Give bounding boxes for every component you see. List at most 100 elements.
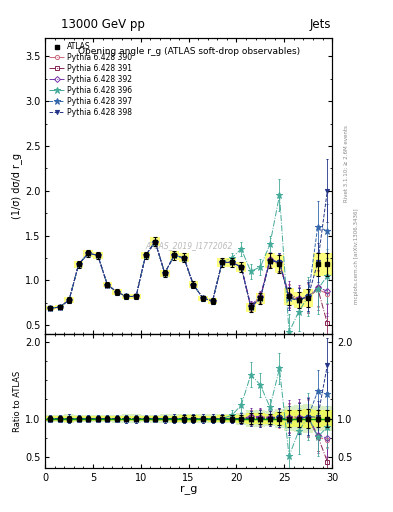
Bar (112, 415, 122, 422)
Bar (55, 415, 64, 422)
Bar (151, 415, 160, 422)
Bar (265, 414, 275, 423)
Bar (179, 416, 189, 422)
Bar (189, 281, 198, 288)
Bar (275, 412, 284, 425)
Bar (294, 292, 303, 308)
Bar (323, 252, 332, 276)
Bar (83, 415, 93, 422)
Bar (160, 416, 169, 421)
Bar (237, 413, 246, 424)
Bar (227, 414, 237, 423)
Y-axis label: (1/σ) dσ/d r_g: (1/σ) dσ/d r_g (11, 153, 22, 219)
Bar (208, 298, 217, 304)
Legend: ATLAS, Pythia 6.428 390, Pythia 6.428 391, Pythia 6.428 392, Pythia 6.428 396, P: ATLAS, Pythia 6.428 390, Pythia 6.428 39… (48, 40, 134, 118)
Bar (141, 252, 151, 259)
Bar (131, 294, 141, 299)
Bar (208, 416, 217, 421)
Bar (131, 416, 141, 421)
Bar (198, 416, 208, 421)
Bar (83, 250, 93, 257)
Bar (313, 406, 323, 431)
Bar (275, 409, 284, 429)
Bar (141, 415, 151, 422)
Bar (255, 293, 265, 304)
Bar (131, 414, 141, 423)
Y-axis label: Ratio to ATLAS: Ratio to ATLAS (13, 371, 22, 432)
Text: 13000 GeV pp: 13000 GeV pp (61, 18, 145, 31)
Bar (179, 253, 189, 263)
Bar (275, 255, 284, 273)
Bar (198, 414, 208, 423)
Bar (160, 270, 169, 277)
Bar (55, 305, 64, 309)
Text: Jets: Jets (309, 18, 331, 31)
Bar (93, 415, 103, 422)
Bar (265, 411, 275, 426)
Bar (151, 416, 160, 421)
Bar (246, 410, 255, 427)
Bar (64, 416, 74, 421)
Bar (93, 252, 103, 259)
Bar (103, 282, 112, 288)
Bar (246, 413, 255, 424)
Bar (64, 297, 74, 303)
Bar (255, 410, 265, 427)
Bar (303, 409, 313, 428)
Bar (74, 416, 83, 421)
Bar (227, 415, 237, 422)
Bar (103, 416, 112, 421)
Bar (313, 410, 323, 427)
Bar (198, 295, 208, 301)
Bar (103, 415, 112, 422)
Bar (74, 415, 83, 422)
Bar (237, 415, 246, 422)
Text: mcplots.cern.ch [arXiv:1306.3436]: mcplots.cern.ch [arXiv:1306.3436] (354, 208, 359, 304)
Bar (217, 415, 227, 422)
Bar (112, 289, 122, 295)
Text: Rivet 3.1.10; ≥ 2.6M events: Rivet 3.1.10; ≥ 2.6M events (344, 125, 349, 202)
Bar (122, 294, 131, 299)
Bar (208, 414, 217, 423)
Bar (45, 415, 55, 422)
Bar (255, 413, 265, 424)
Bar (237, 262, 246, 272)
Bar (284, 288, 294, 305)
Bar (64, 414, 74, 423)
Bar (179, 414, 189, 423)
Bar (189, 414, 198, 423)
Bar (217, 414, 227, 423)
X-axis label: r_g: r_g (180, 485, 197, 495)
Bar (151, 238, 160, 246)
Text: Opening angle r_g (ATLAS soft-drop observables): Opening angle r_g (ATLAS soft-drop obser… (77, 47, 300, 56)
Bar (45, 306, 55, 310)
Bar (83, 416, 93, 421)
Bar (93, 416, 103, 421)
Bar (122, 416, 131, 421)
Bar (141, 416, 151, 421)
Bar (169, 416, 179, 421)
Text: ATLAS_2019_I1772062: ATLAS_2019_I1772062 (145, 241, 232, 250)
Bar (284, 406, 294, 431)
Bar (122, 414, 131, 423)
Bar (303, 404, 313, 433)
Bar (323, 406, 332, 431)
Bar (189, 415, 198, 422)
Bar (303, 289, 313, 307)
Bar (55, 416, 64, 421)
Bar (323, 410, 332, 427)
Bar (112, 416, 122, 421)
Bar (227, 258, 237, 267)
Bar (294, 406, 303, 432)
Bar (217, 258, 227, 267)
Bar (313, 252, 323, 276)
Bar (45, 416, 55, 421)
Bar (265, 253, 275, 268)
Bar (284, 410, 294, 427)
Bar (246, 303, 255, 312)
Bar (169, 251, 179, 260)
Bar (74, 261, 83, 268)
Bar (294, 410, 303, 428)
Bar (160, 414, 169, 423)
Bar (169, 414, 179, 423)
